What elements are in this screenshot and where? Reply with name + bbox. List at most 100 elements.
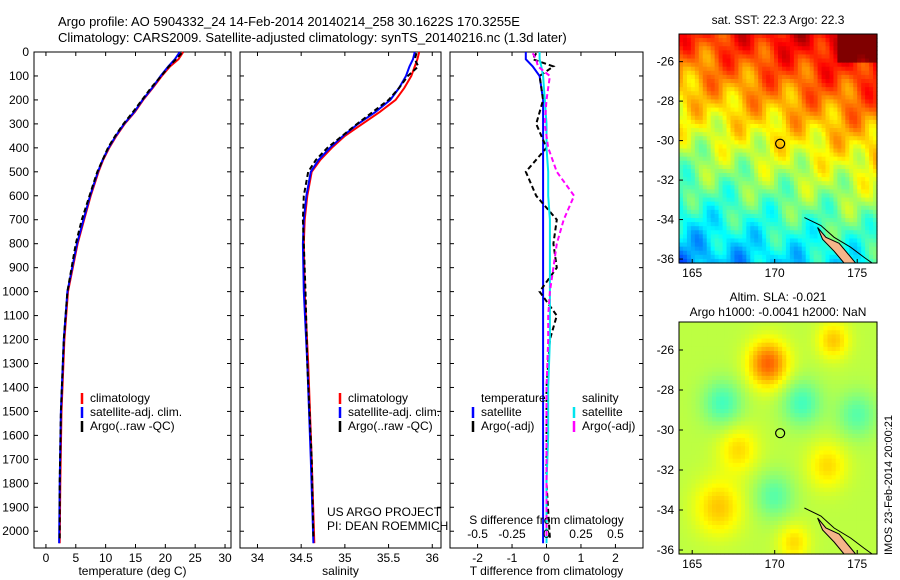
heatmap-cell <box>819 409 824 414</box>
heatmap-cell <box>839 396 845 402</box>
map-x-tick-label: 165 <box>682 266 702 280</box>
heatmap-cell <box>841 66 846 72</box>
heatmap-cell <box>864 334 870 340</box>
heatmap-cell <box>865 123 870 129</box>
heatmap-cell <box>793 50 799 56</box>
heatmap-cell <box>766 234 771 240</box>
heatmap-cell <box>835 326 841 331</box>
heatmap-cell <box>797 140 803 146</box>
heatmap-cell <box>686 234 692 240</box>
heatmap-cell <box>869 193 874 199</box>
heatmap-cell <box>839 409 845 414</box>
heatmap-cell <box>770 156 775 162</box>
heatmap-cell <box>841 46 846 51</box>
heatmap-cell <box>797 62 803 68</box>
heatmap-cell <box>712 421 717 427</box>
heatmap-cell <box>837 111 842 117</box>
heatmap-cell <box>793 242 799 248</box>
heatmap-cell <box>745 388 750 394</box>
heatmap-cell <box>806 417 812 423</box>
heatmap-cell <box>679 322 684 327</box>
heatmap-cell <box>718 66 724 72</box>
heatmap-cell <box>758 111 763 117</box>
heatmap-cell <box>690 246 696 252</box>
heatmap-cell <box>706 119 712 125</box>
heatmap-cell <box>750 38 755 43</box>
heatmap-cell <box>864 355 870 360</box>
heatmap-cell <box>778 258 783 264</box>
heatmap-cell <box>716 334 721 340</box>
heatmap-cell <box>865 38 870 43</box>
heatmap-cell <box>844 400 849 406</box>
heatmap-cell <box>738 189 743 195</box>
heatmap-cell <box>742 222 747 227</box>
heatmap-cell <box>745 342 750 348</box>
heatmap-cell <box>716 392 721 398</box>
heatmap-cell <box>801 83 807 88</box>
heatmap-cell <box>690 38 696 43</box>
heatmap-cell <box>773 363 779 369</box>
heatmap-cell <box>718 46 724 51</box>
heatmap-cell <box>869 234 874 240</box>
heatmap-cell <box>825 226 831 231</box>
heatmap-cell <box>873 173 878 178</box>
heatmap-cell <box>825 115 831 121</box>
heatmap-cell <box>753 392 758 398</box>
heatmap-cell <box>785 226 791 231</box>
heatmap-cell <box>726 185 732 190</box>
heatmap-cell <box>730 58 736 64</box>
heatmap-cell <box>789 230 795 235</box>
heatmap-cell <box>809 238 815 244</box>
heatmap-cell <box>773 421 779 427</box>
heatmap-cell <box>813 230 819 235</box>
heatmap-cell <box>718 103 724 109</box>
heatmap-cell <box>786 404 791 410</box>
heatmap-cell <box>757 413 763 418</box>
heatmap-cell <box>794 375 800 381</box>
heatmap-cell <box>797 238 803 244</box>
heatmap-cell <box>848 400 853 406</box>
heatmap-cell <box>746 201 751 207</box>
heatmap-cell <box>679 119 684 125</box>
heatmap-cell <box>703 413 709 418</box>
heatmap-cell <box>853 250 858 256</box>
heatmap-cell <box>683 409 688 414</box>
heatmap-cell <box>769 458 775 464</box>
heatmap-cell <box>761 384 767 389</box>
heatmap-cell <box>702 91 708 96</box>
heatmap-cell <box>774 189 779 195</box>
heatmap-cell <box>868 471 874 476</box>
heatmap-cell <box>710 173 716 178</box>
heatmap-cell <box>778 442 783 447</box>
heatmap-cell <box>770 209 775 215</box>
heatmap-cell <box>679 483 684 489</box>
heatmap-cell <box>793 254 799 260</box>
heatmap-cell <box>785 181 791 186</box>
heatmap-cell <box>754 160 759 166</box>
heatmap-cell <box>738 74 743 80</box>
heatmap-cell <box>852 355 857 360</box>
heatmap-cell <box>745 346 750 352</box>
heatmap-cell <box>769 359 775 365</box>
heatmap-cell <box>856 446 862 452</box>
heatmap-cell <box>837 103 842 109</box>
heatmap-cell <box>853 46 858 51</box>
heatmap-cell <box>841 218 846 223</box>
heatmap-cell <box>789 189 795 195</box>
heatmap-cell <box>710 250 716 256</box>
heatmap-cell <box>762 70 767 76</box>
heatmap-cell <box>789 38 795 43</box>
heatmap-cell <box>864 367 870 373</box>
heatmap-cell <box>758 54 763 60</box>
heatmap-cell <box>794 371 800 377</box>
heatmap-cell <box>872 322 878 327</box>
heatmap-cell <box>758 132 763 137</box>
heatmap-cell <box>765 375 771 381</box>
heatmap-cell <box>868 326 874 331</box>
heatmap-cell <box>679 254 684 260</box>
heatmap-cell <box>695 454 701 460</box>
heatmap-cell <box>686 58 692 64</box>
heatmap-cell <box>762 83 767 88</box>
heatmap-cell <box>793 132 799 137</box>
heatmap-cell <box>860 417 866 423</box>
